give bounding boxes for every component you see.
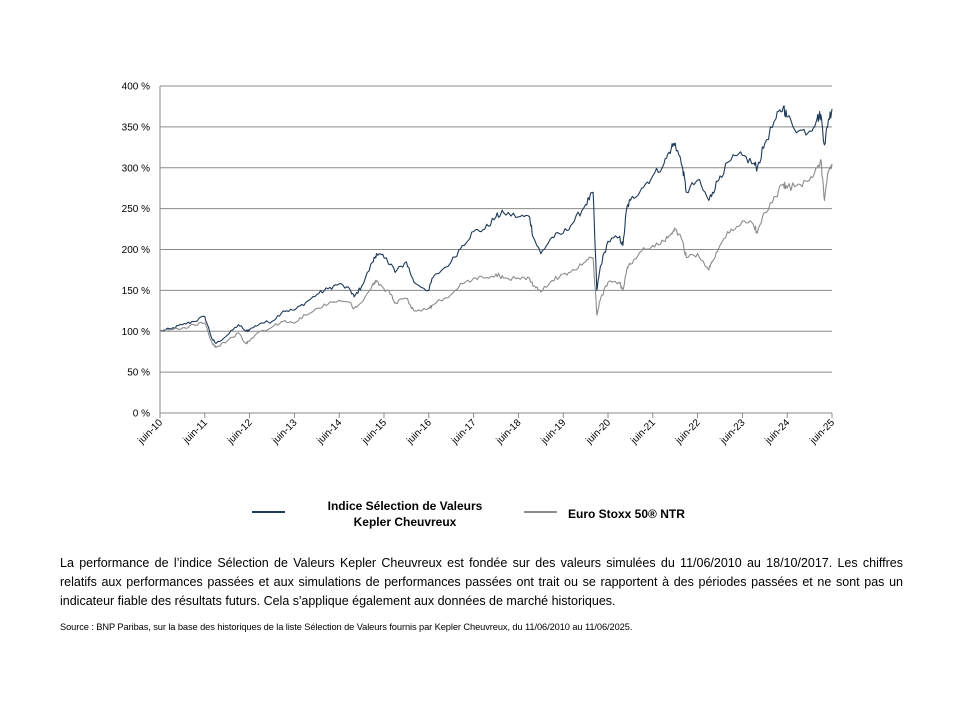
source-text: Source : BNP Paribas, sur la base des hi… (60, 622, 633, 632)
series-line-1 (159, 159, 833, 349)
x-tick-label: juin-13 (270, 417, 300, 447)
legend-swatch-kepler (252, 511, 285, 513)
legend-label-kepler-line2: Kepler Cheuvreux (353, 515, 457, 529)
legend-label-eurostoxx: Euro Stoxx 50® NTR (568, 506, 698, 522)
x-tick-label: juin-20 (583, 417, 613, 447)
series-line-0 (159, 105, 833, 345)
legend-label-kepler-line1: Indice Sélection de Valeurs (327, 499, 483, 513)
x-tick-label: juin-18 (494, 417, 524, 447)
x-tick-label: juin-21 (628, 417, 658, 447)
legend-label-kepler: Indice Sélection de Valeurs Kepler Cheuv… (300, 498, 510, 530)
x-tick-label: juin-23 (718, 417, 748, 447)
x-tick-label: juin-16 (404, 417, 434, 447)
x-axis: juin-10 juin-11 juin-12 juin-13 juin-14 juin-… (135, 86, 837, 447)
series-lines (159, 105, 833, 349)
legend-swatch-eurostoxx (524, 511, 557, 513)
x-tick-label: juin-15 (359, 417, 389, 447)
gridlines (160, 85, 832, 373)
y-tick-label: 50 % (127, 368, 150, 379)
legend-label-eurostoxx-line1: Euro Stoxx 50® NTR (568, 507, 685, 521)
x-tick-label: juin-19 (539, 417, 569, 447)
y-tick-label: 0 % (133, 409, 150, 420)
y-tick-label: 250 % (122, 204, 150, 215)
performance-chart: 0 % 50 % 100 % 150 % 200 % 250 % 300 % 350 % 400… (122, 82, 838, 448)
y-tick-label: 100 % (122, 327, 150, 338)
disclaimer-text: La performance de l’indice Sélection de … (60, 556, 903, 608)
x-tick-label: juin-10 (135, 417, 165, 447)
x-tick-label: juin-25 (807, 417, 837, 447)
y-tick-label: 200 % (122, 245, 150, 256)
x-tick-label: juin-17 (449, 417, 479, 447)
x-tick-label: juin-11 (181, 417, 210, 446)
x-tick-label: juin-24 (763, 417, 793, 447)
x-tick-label: juin-12 (225, 417, 255, 447)
y-tick-label: 150 % (122, 286, 150, 297)
y-axis: 0 % 50 % 100 % 150 % 200 % 250 % 300 % 350 % 400… (122, 82, 150, 420)
y-tick-label: 400 % (122, 82, 150, 93)
x-tick-label: juin-22 (673, 417, 703, 447)
y-tick-label: 300 % (122, 163, 150, 174)
x-tick-label: juin-14 (315, 417, 345, 447)
y-tick-label: 350 % (122, 122, 150, 133)
